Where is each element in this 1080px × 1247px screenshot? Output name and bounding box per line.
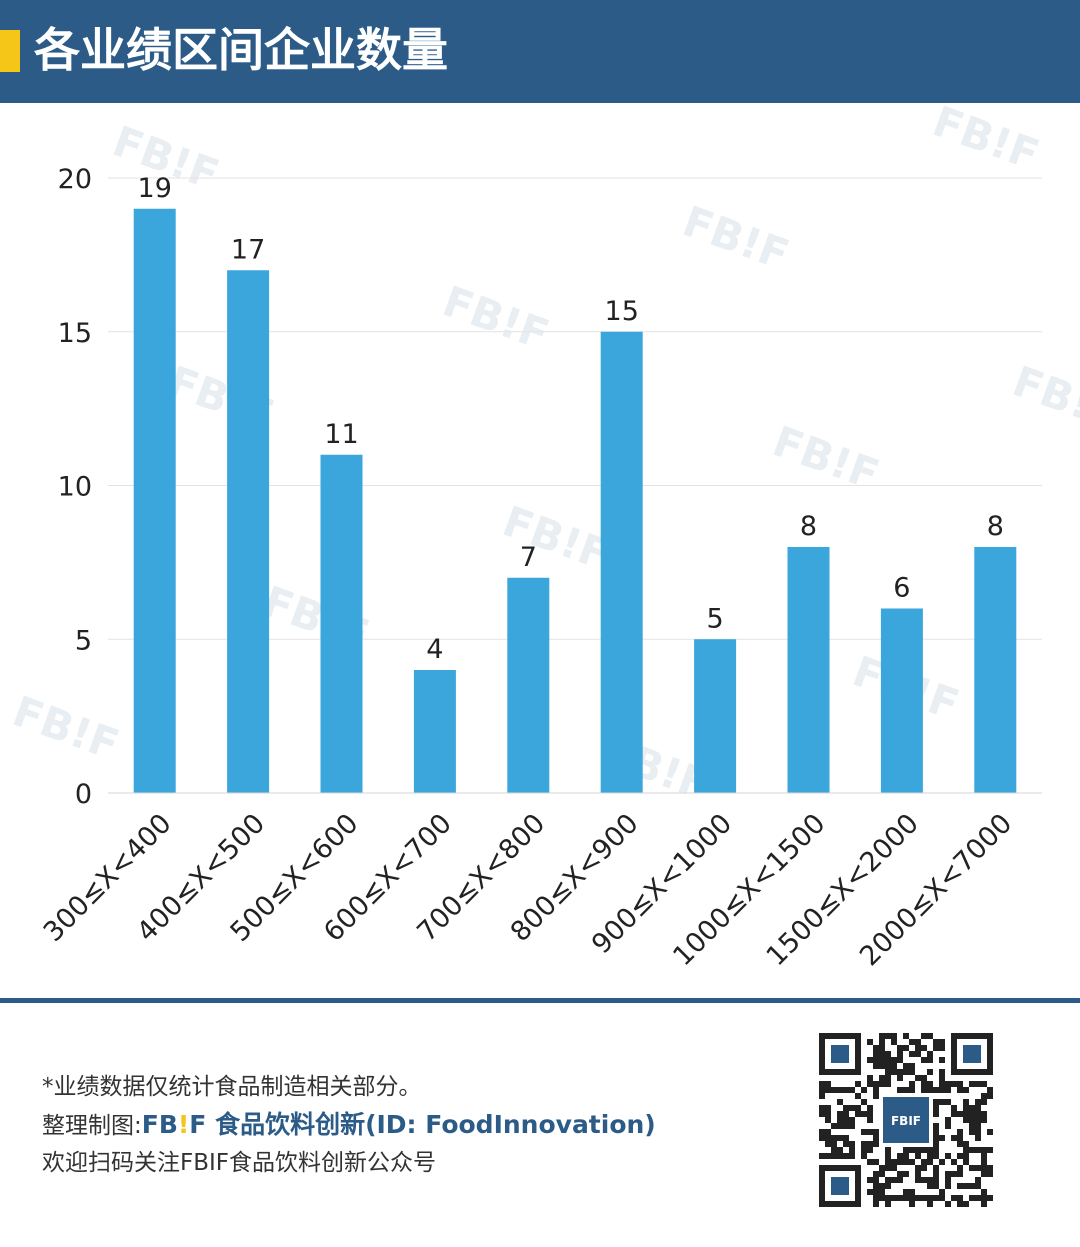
watermark-text: FB!F xyxy=(677,196,796,279)
brand-name: 食品饮料创新(ID: FoodInnovation) xyxy=(206,1110,656,1139)
qr-code[interactable]: FBIF xyxy=(816,1030,996,1210)
bar xyxy=(974,547,1017,793)
y-tick-label: 0 xyxy=(75,779,92,810)
data-label: 6 xyxy=(893,573,910,604)
qr-center-label: FBIF xyxy=(891,1114,921,1128)
title-accent-bar xyxy=(0,30,20,72)
brand-f: F xyxy=(189,1110,207,1139)
bar xyxy=(600,331,643,793)
data-label: 15 xyxy=(605,296,639,327)
bar xyxy=(694,639,737,793)
brand-logo-text: FB!F 食品饮料创新(ID: FoodInnovation) xyxy=(142,1110,656,1139)
bar xyxy=(413,670,456,793)
qr-center-logo xyxy=(883,1097,929,1143)
bar xyxy=(880,608,923,793)
data-label: 8 xyxy=(800,511,817,542)
footer: *业绩数据仅统计食品制造相关部分。 整理制图:FB!F 食品饮料创新(ID: F… xyxy=(42,1068,782,1182)
qr-modules xyxy=(819,1033,993,1207)
bar xyxy=(133,208,176,793)
data-label: 11 xyxy=(324,419,358,450)
bar xyxy=(227,270,270,793)
y-tick-label: 5 xyxy=(75,625,92,656)
footer-divider xyxy=(0,998,1080,1003)
footnote: *业绩数据仅统计食品制造相关部分。 xyxy=(42,1074,422,1100)
y-tick-label: 10 xyxy=(58,472,92,503)
bar xyxy=(320,454,363,793)
credit-prefix: 整理制图: xyxy=(42,1113,142,1139)
watermark-text: FB!F xyxy=(7,686,126,769)
y-tick-label: 15 xyxy=(58,318,92,349)
watermark-text: FB!F xyxy=(437,276,556,359)
data-label: 19 xyxy=(138,173,172,204)
brand-exclamation: ! xyxy=(177,1110,190,1139)
watermark-text: FB!F xyxy=(927,103,1046,180)
bar xyxy=(787,547,830,793)
data-label: 7 xyxy=(520,542,537,573)
data-label: 8 xyxy=(987,511,1004,542)
watermark-text: FB!F xyxy=(497,496,616,579)
data-label: 5 xyxy=(707,603,724,634)
data-label: 17 xyxy=(231,234,265,265)
credit-line: 整理制图:FB!F 食品饮料创新(ID: FoodInnovation) xyxy=(42,1106,782,1144)
title-bar: 各业绩区间企业数量 xyxy=(0,0,1080,103)
bar xyxy=(507,577,550,793)
page-title: 各业绩区间企业数量 xyxy=(34,23,448,77)
bar-chart: FB!FFB!FFB!FFB!FFB!FFB!FFB!FFB!FFB!FFB!F… xyxy=(7,103,1080,972)
watermark-text: FB!F xyxy=(1007,356,1080,439)
follow-text: 欢迎扫码关注FBIF食品饮料创新公众号 xyxy=(42,1150,437,1176)
brand-fb: FB xyxy=(141,1110,178,1139)
y-tick-label: 20 xyxy=(58,164,92,195)
data-label: 4 xyxy=(426,634,443,665)
watermark-text: FB!F xyxy=(767,416,886,499)
